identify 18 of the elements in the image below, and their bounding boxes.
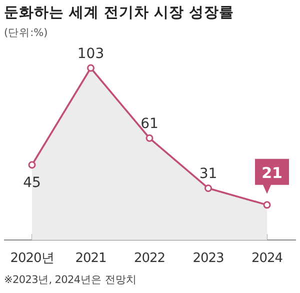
point — [28, 161, 36, 169]
text: ※2023년, 2024년은 전망치 — [4, 274, 137, 286]
data-label: 31 — [199, 166, 218, 182]
x-tick-label: 2022 — [134, 251, 166, 266]
data-label: 103 — [77, 46, 104, 62]
x-tick-label: 2021 — [75, 251, 107, 266]
chart-title: 둔화하는 세계 전기차 시장 성장률 — [4, 5, 234, 21]
chart-subtitle: (단위:%) — [4, 27, 48, 39]
point — [87, 64, 94, 72]
point — [204, 184, 212, 192]
data-label: 21 — [262, 164, 282, 182]
x-tick-label: 2023 — [192, 251, 224, 266]
x-tick-label: 2020년 — [10, 251, 54, 266]
point — [263, 201, 271, 209]
data-label: 61 — [140, 116, 158, 132]
data-label: 45 — [23, 174, 41, 191]
x-tick-label: 2024 — [251, 251, 283, 266]
point — [146, 134, 154, 142]
